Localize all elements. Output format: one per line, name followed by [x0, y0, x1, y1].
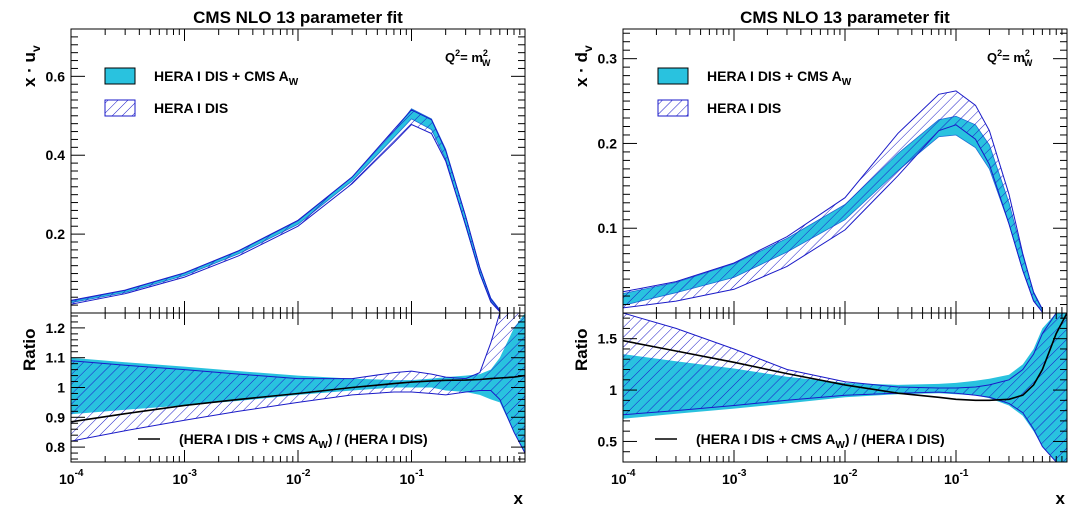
y-axis-label-sub: v [581, 45, 595, 52]
legend-line-label: (HERA I DIS + CMS AW) / (HERA I DIS) [179, 431, 428, 451]
x-axis-label: x [514, 489, 524, 508]
upper-panel: 0.1 0.2 0.3 CMS NLO 13 parameter fit x · dv Q… [572, 8, 1068, 314]
legend-line-label-post: ) / (HERA I DIS) [845, 431, 945, 447]
legend-label-hatch: HERA I DIS [707, 100, 781, 116]
ratio-plot-area [623, 313, 1067, 462]
x-tick-label: 10-3 [173, 468, 198, 487]
legend-swatch-fill [657, 67, 689, 85]
x-tick-label-exp: -3 [738, 468, 747, 479]
ratio-y-axis-label: Ratio [572, 329, 591, 372]
x-tick-label-exp: -4 [75, 468, 84, 479]
x-tick-label: 10-1 [944, 468, 969, 487]
legend-swatch-hatch [104, 99, 136, 117]
x-tick-label-exp: -1 [415, 468, 424, 479]
ratio-y-axis-label: Ratio [20, 329, 39, 372]
ratio-line [71, 374, 525, 423]
x-tick-label: 10-3 [722, 468, 747, 487]
x-tick-label-base: 10 [611, 471, 627, 487]
x-tick-label-exp: -2 [302, 468, 311, 479]
y-tick-label: 0.6 [46, 68, 66, 84]
legend-label-fill-sub: W [842, 77, 852, 88]
ratio-line [623, 313, 1067, 402]
legend-line-label-pre: (HERA I DIS + CMS A [179, 431, 318, 447]
y-tick-label: 0.2 [46, 226, 66, 242]
ratio-band-hatch [623, 313, 1067, 462]
band-hatch [71, 109, 501, 313]
y-tick-label: 0.3 [598, 51, 618, 67]
y-axis-label-main: x · d [572, 52, 591, 87]
ratio-plot-area [71, 313, 525, 454]
x-tick-label-base: 10 [59, 471, 75, 487]
chart-title: CMS NLO 13 parameter fit [740, 8, 950, 27]
legend-label-hatch: HERA I DIS [154, 100, 228, 116]
q2-w-sup: 2 [483, 48, 488, 58]
x-tick-label: 10-2 [833, 468, 858, 487]
q2-eq: = m [460, 50, 483, 65]
legend-label-fill-main: HERA I DIS + CMS A [707, 68, 842, 84]
y-axis-label-sub: v [29, 45, 43, 52]
band-hatch [623, 90, 1043, 313]
ratio-y-tick-label: 1.2 [46, 320, 66, 336]
legend-line-label-sub: W [318, 440, 328, 451]
q2-sup: 2 [997, 48, 1002, 58]
upper-panel: 0.2 0.4 0.6 CMS NLO 13 parameter fit x · uv Q… [20, 8, 526, 314]
ratio-band-hatch [71, 313, 525, 454]
legend-line-label-post: ) / (HERA I DIS) [328, 431, 428, 447]
q2-annotation: Q2= m2 W [445, 48, 491, 68]
ratio-y-tick-label: 1.5 [598, 331, 618, 347]
legend-line-label-sub: W [835, 440, 845, 451]
ratio-y-tick-label: 0.8 [46, 439, 66, 455]
plot-area [623, 90, 1043, 313]
q2-annotation: Q2= m2 W [987, 48, 1033, 68]
x-tick-label-base: 10 [400, 471, 416, 487]
x-tick-label-exp: -4 [627, 468, 636, 479]
x-tick-label: 10-4 [611, 468, 636, 487]
ratio-y-tick-label: 1 [57, 380, 65, 396]
plot-area [71, 108, 501, 313]
q2-sup: 2 [455, 48, 460, 58]
ratio-y-tick-label: 1.1 [46, 350, 66, 366]
legend-label-fill-main: HERA I DIS + CMS A [154, 68, 289, 84]
x-tick-label-exp: -2 [849, 468, 858, 479]
legend-label-fill: HERA I DIS + CMS AW [707, 68, 852, 88]
y-tick-label: 0.1 [598, 220, 618, 236]
y-tick-label: 0.2 [598, 135, 618, 151]
q2-w-sub: W [1024, 58, 1033, 68]
y-axis-label: x · dv [572, 45, 595, 87]
x-tick-label-base: 10 [722, 471, 738, 487]
x-tick-label-exp: -3 [188, 468, 197, 479]
y-tick-label: 0.4 [46, 147, 66, 163]
ratio-panel: 0.80.911.11.210-4 10-3 10-2 10-1xRatio(HERA… [20, 312, 526, 508]
q2-w-sup: 2 [1025, 48, 1030, 58]
chart-title: CMS NLO 13 parameter fit [193, 8, 403, 27]
x-tick-label-base: 10 [286, 471, 302, 487]
q2-eq: = m [1002, 50, 1025, 65]
q2-q: Q [445, 50, 455, 65]
legend-line-label: (HERA I DIS + CMS AW) / (HERA I DIS) [696, 431, 945, 451]
legend-swatch-hatch [657, 99, 689, 117]
ratio-y-tick-label: 0.9 [46, 409, 66, 425]
ratio-y-tick-label: 1 [609, 382, 617, 398]
legend-label-fill: HERA I DIS + CMS AW [154, 68, 299, 88]
ratio-y-tick-label: 0.5 [598, 433, 618, 449]
x-tick-label-base: 10 [944, 471, 960, 487]
q2-q: Q [987, 50, 997, 65]
legend-line-label-pre: (HERA I DIS + CMS A [696, 431, 835, 447]
x-tick-label: 10-1 [400, 468, 425, 487]
y-axis-label: x · uv [20, 45, 43, 87]
legend-label-fill-sub: W [289, 77, 299, 88]
x-tick-label: 10-4 [59, 468, 84, 487]
x-tick-label-exp: -1 [960, 468, 969, 479]
x-tick-label-base: 10 [173, 471, 189, 487]
legend-swatch-fill [104, 67, 136, 85]
x-tick-label-base: 10 [833, 471, 849, 487]
q2-w-sub: W [482, 58, 491, 68]
y-axis-label-main: x · u [20, 52, 39, 87]
x-axis-label: x [1056, 489, 1066, 508]
x-tick-label: 10-2 [286, 468, 311, 487]
plot-frame [70, 28, 526, 314]
